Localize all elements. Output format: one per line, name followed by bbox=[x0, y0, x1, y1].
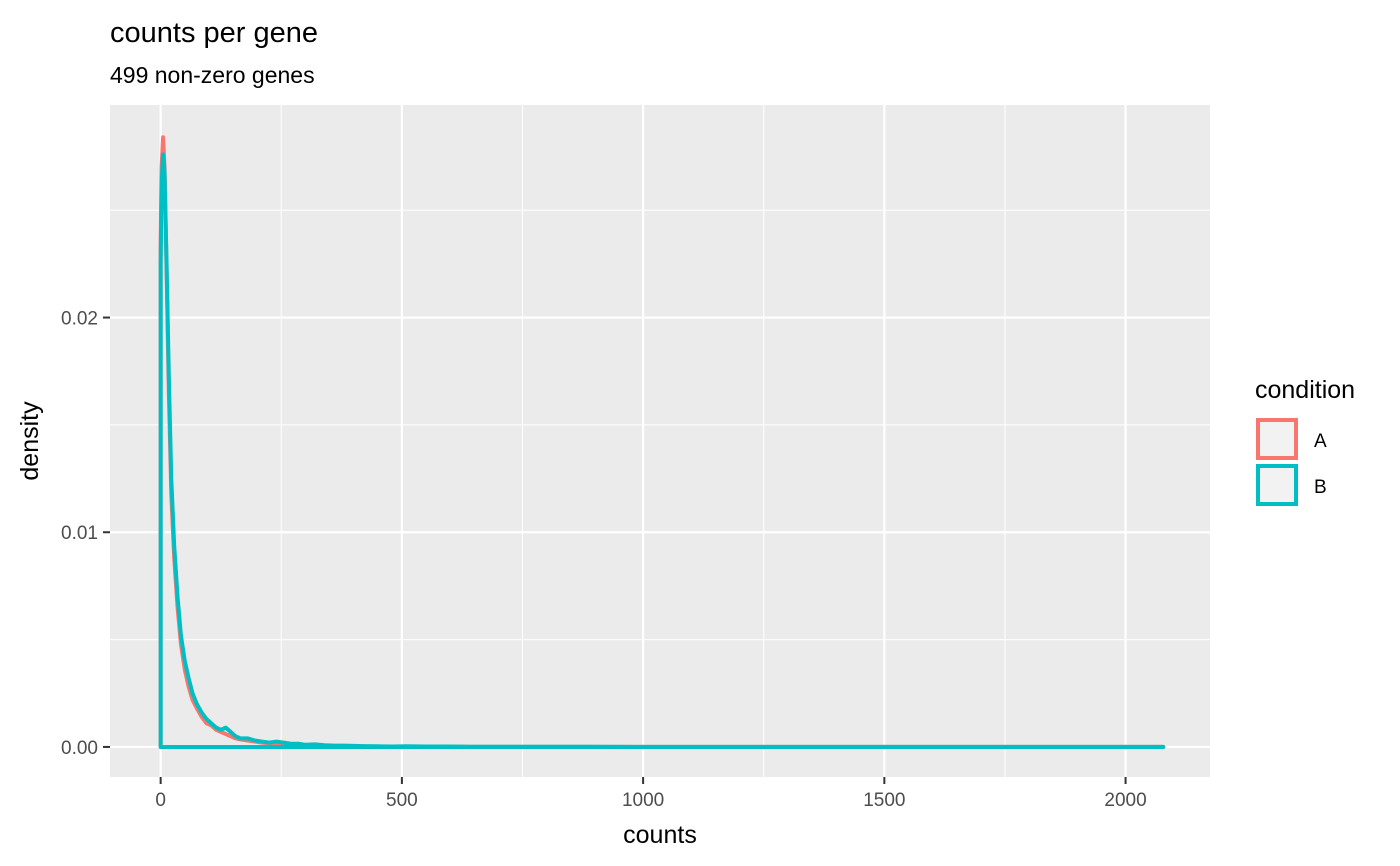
legend: condition AB bbox=[1255, 376, 1355, 506]
x-axis: 0 500 1000 1500 2000 bbox=[155, 777, 1147, 811]
legend-title: condition bbox=[1255, 376, 1355, 404]
y-tick-label-2: 0.02 bbox=[61, 309, 98, 330]
legend-key-B bbox=[1256, 464, 1298, 506]
y-axis-title: density bbox=[16, 401, 44, 481]
x-tick-label-3: 1500 bbox=[863, 790, 905, 811]
x-tick-label-1: 500 bbox=[386, 790, 418, 811]
x-axis-title: counts bbox=[623, 821, 697, 849]
series-line-B bbox=[158, 152, 1166, 749]
legend-label-B: B bbox=[1314, 477, 1327, 498]
minor-gridlines bbox=[110, 105, 1210, 777]
series-layer bbox=[158, 135, 1166, 749]
x-tick-label-4: 2000 bbox=[1104, 790, 1146, 811]
chart-title: counts per gene bbox=[110, 17, 318, 49]
y-tick-label-1: 0.01 bbox=[61, 523, 98, 544]
x-tick-label-2: 1000 bbox=[622, 790, 664, 811]
y-tick-label-0: 0.00 bbox=[61, 738, 98, 759]
chart-subtitle: 499 non-zero genes bbox=[110, 62, 315, 88]
plot-panel bbox=[110, 105, 1210, 777]
legend-key-A bbox=[1256, 418, 1298, 460]
x-tick-label-0: 0 bbox=[155, 790, 166, 811]
y-axis: 0.00 0.01 0.02 bbox=[61, 309, 110, 759]
legend-label-A: A bbox=[1314, 431, 1327, 452]
legend-items: AB bbox=[1256, 418, 1327, 506]
